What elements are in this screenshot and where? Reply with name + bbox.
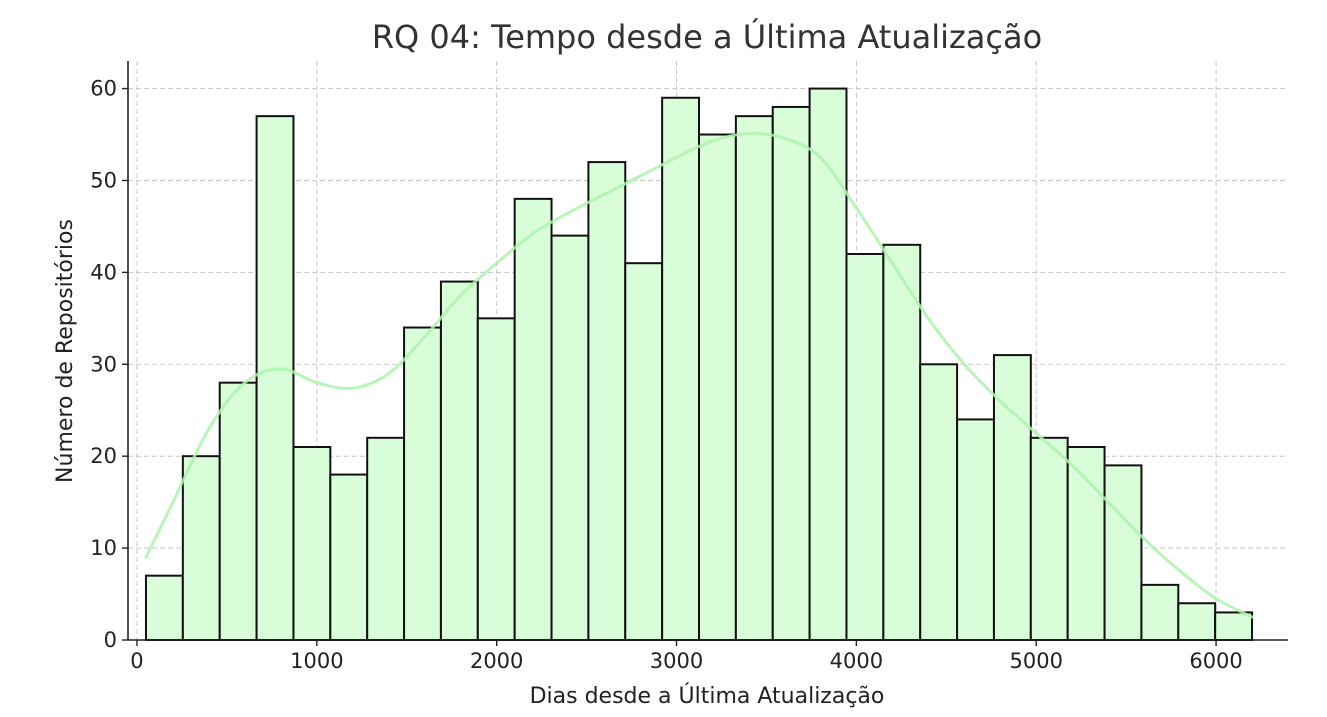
x-tick-label: 6000 [1189, 649, 1242, 673]
histogram-bar-21 [919, 363, 959, 641]
histogram-bar-26 [1103, 464, 1143, 641]
histogram-bar-24 [1029, 436, 1069, 641]
y-tick-label: 10 [90, 536, 117, 560]
histogram-bar-4 [292, 446, 332, 641]
histogram-bar-19 [845, 253, 885, 641]
x-tick-label: 2000 [470, 649, 523, 673]
y-tick-label: 20 [90, 444, 117, 468]
histogram-bar-7 [403, 326, 442, 641]
histogram-bar-28 [1177, 602, 1217, 642]
histogram-bar-0 [144, 574, 184, 642]
histogram-bar-2 [218, 381, 258, 641]
histogram-bar-20 [882, 243, 922, 642]
y-tick-label: 30 [90, 352, 117, 376]
x-axis-label: Dias desde a Última Atualização [530, 683, 885, 709]
histogram-bar-23 [992, 354, 1032, 641]
histogram-bar-25 [1066, 446, 1106, 641]
x-tick-label: 5000 [1009, 649, 1062, 673]
x-tick-label: 4000 [830, 649, 883, 673]
x-tick-label: 1000 [290, 649, 343, 673]
x-tick-label: 3000 [650, 649, 703, 673]
kde-layer [144, 132, 1254, 619]
y-tick-label: 60 [90, 77, 117, 101]
histogram-bar-5 [329, 473, 369, 642]
histogram-bar-14 [661, 96, 701, 641]
histogram-bar-17 [771, 105, 811, 641]
histogram-bar-11 [550, 234, 590, 641]
histogram-bar-15 [698, 133, 737, 641]
histogram-bar-10 [513, 197, 553, 641]
x-tick-label: 0 [130, 649, 143, 673]
histogram-bar-8 [439, 280, 479, 641]
histogram-bar-9 [476, 317, 516, 641]
bars-layer [144, 87, 1254, 642]
histogram-bar-22 [956, 418, 995, 641]
y-axis-label: Número de Repositórios [53, 219, 78, 483]
histogram-bar-29 [1214, 611, 1254, 642]
axes-layer: 0 1000 2000 3000 4000 5000 6000 0 10 20 30 40 50 60 [90, 61, 1288, 673]
histogram-bar-12 [587, 161, 627, 641]
histogram-bar-13 [624, 262, 664, 641]
histogram-bar-16 [734, 115, 774, 641]
chart-title: RQ 04: Tempo desde a Última Atualização [372, 17, 1042, 56]
kde-curve [144, 132, 1254, 619]
histogram-bar-3 [255, 115, 295, 641]
histogram-bar-27 [1140, 583, 1180, 641]
histogram-bar-1 [181, 455, 221, 642]
y-tick-label: 50 [90, 168, 117, 192]
y-tick-label: 0 [104, 628, 117, 652]
histogram-bar-6 [366, 436, 406, 641]
histogram-bar-18 [808, 87, 848, 642]
y-tick-label: 40 [90, 260, 117, 284]
